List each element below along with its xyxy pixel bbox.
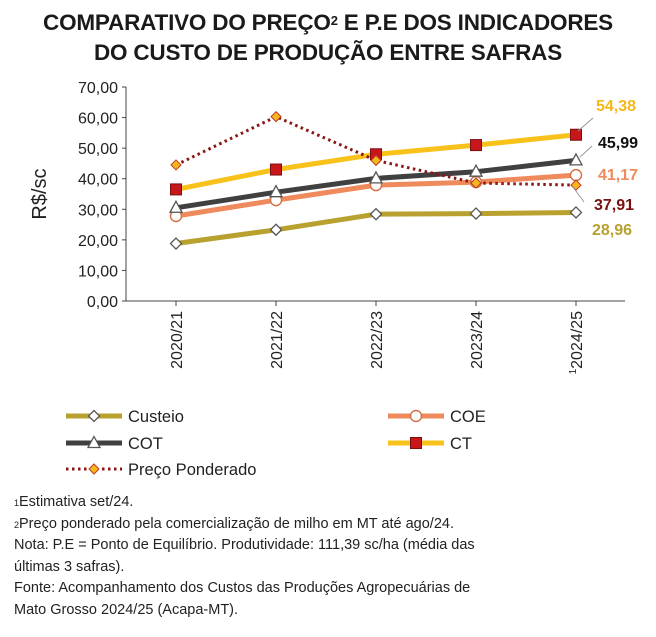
note-line-1: Nota: P.E = Ponto de Equilíbrio. Produti… [14,537,475,553]
data-point-preco-ponderado-2020-21 [170,159,182,171]
chart-title-line-2: DO CUSTO DE PRODUÇÃO ENTRE SAFRAS [93,40,563,65]
data-point-cot-2022-23 [368,170,384,184]
y-tick-label: 70,00 [78,80,118,97]
x-tick-label-2023-24: 2023/24 [469,311,486,369]
legend-swatch-marker [87,409,101,423]
leader-line-cot [579,145,593,158]
series-ct [170,128,582,196]
chart-title-line-1: COMPARATIVO DO PREÇO2 E P.E DOS INDICADO… [43,10,613,35]
legend-item-custeio: Custeio [66,408,184,426]
y-tick-label: 30,00 [78,202,118,219]
data-point-custeio-2024-25 [569,206,583,219]
data-point-ct-2023-24 [470,139,482,152]
legend-label-ct: CT [450,435,472,453]
data-point-custeio-2023-24 [469,207,483,220]
y-tick-label: 10,00 [78,263,118,280]
leader-line-preco-ponderado [572,186,585,203]
series-cot [168,152,584,213]
data-point-cot-2023-24 [468,163,484,177]
note-line-2: últimas 3 safras). [14,558,125,575]
legend-label-custeio: Custeio [128,408,184,426]
leader-line-ct [577,117,594,132]
data-label-coe: 41,17 [598,167,638,184]
data-point-custeio-2022-23 [369,207,383,221]
source-line-1: Fonte: Acompanhamento dos Custos das Pro… [14,580,471,596]
legend-swatch-marker [86,435,102,449]
x-tick-label-text: 2024/25 [569,311,586,369]
data-point-ct-2020-21 [170,183,182,196]
y-axis-label: R$/sc [29,168,51,219]
data-point-ct-2021-22 [270,163,282,176]
data-label-custeio: 28,96 [592,222,632,239]
legend-item-ct: CT [388,435,472,453]
footnote-1: 1Estimativa set/24. [14,494,134,510]
data-label-cot: 45,99 [598,135,638,152]
data-point-coe-2024-25 [569,168,583,182]
y-tick-label: 50,00 [78,141,118,158]
legend-item-preco-ponderado: Preço Ponderado [66,461,256,479]
x-tick-label-2021-22: 2021/22 [269,311,286,369]
data-point-cot-2020-21 [168,199,184,213]
x-tick-label-2024-25: 12024/25 [568,311,586,375]
series-line-preco-ponderado [175,115,577,187]
legend-swatch-marker [88,463,100,475]
legend-item-coe: COE [388,408,486,426]
legend-label-cot: COT [128,435,163,453]
data-point-ct-2024-25 [570,128,582,141]
data-point-cot-2021-22 [268,184,284,198]
data-point-preco-ponderado-2022-23 [370,154,382,167]
data-label-ct: 54,38 [596,98,636,115]
footnote-2: 2Preço ponderado pela comercialização de… [14,515,454,532]
legend-swatch-marker [410,437,422,449]
data-point-custeio-2020-21 [169,237,183,250]
data-point-preco-ponderado-2024-25 [570,179,582,191]
legend-label-preco-ponderado: Preço Ponderado [128,461,256,479]
data-point-preco-ponderado-2021-22 [270,110,282,123]
chart-title: COMPARATIVO DO PREÇO2 E P.E DOS INDICADO… [0,8,656,68]
x-tick-label-2020-21: 2020/21 [169,311,186,369]
y-tick-label: 20,00 [78,233,118,250]
legend-swatch-marker [409,409,423,423]
data-point-preco-ponderado-2023-24 [470,177,482,189]
x-tick-label-sup: 1 [568,368,579,374]
footnotes: 1Estimativa set/24. 2Preço ponderado pel… [14,492,644,621]
data-point-custeio-2021-22 [269,223,283,237]
legend-item-cot: COT [66,435,163,453]
x-tick-label-2022-23: 2022/23 [369,311,386,369]
data-point-cot-2024-25 [568,152,584,166]
series-custeio [169,206,583,250]
y-tick-label: 40,00 [78,172,118,189]
y-tick-label: 60,00 [78,111,118,128]
legend-label-coe: COE [450,408,486,426]
data-label-preco-ponderado: 37,91 [594,197,634,214]
y-tick-label: 0,00 [87,294,118,311]
source-line-2: Mato Grosso 2024/25 (Acapa-MT). [14,601,239,618]
line-chart: 0,00 10,00 20,00 30,00 40,00 50,00 60,00 70,00 R… [29,80,638,479]
